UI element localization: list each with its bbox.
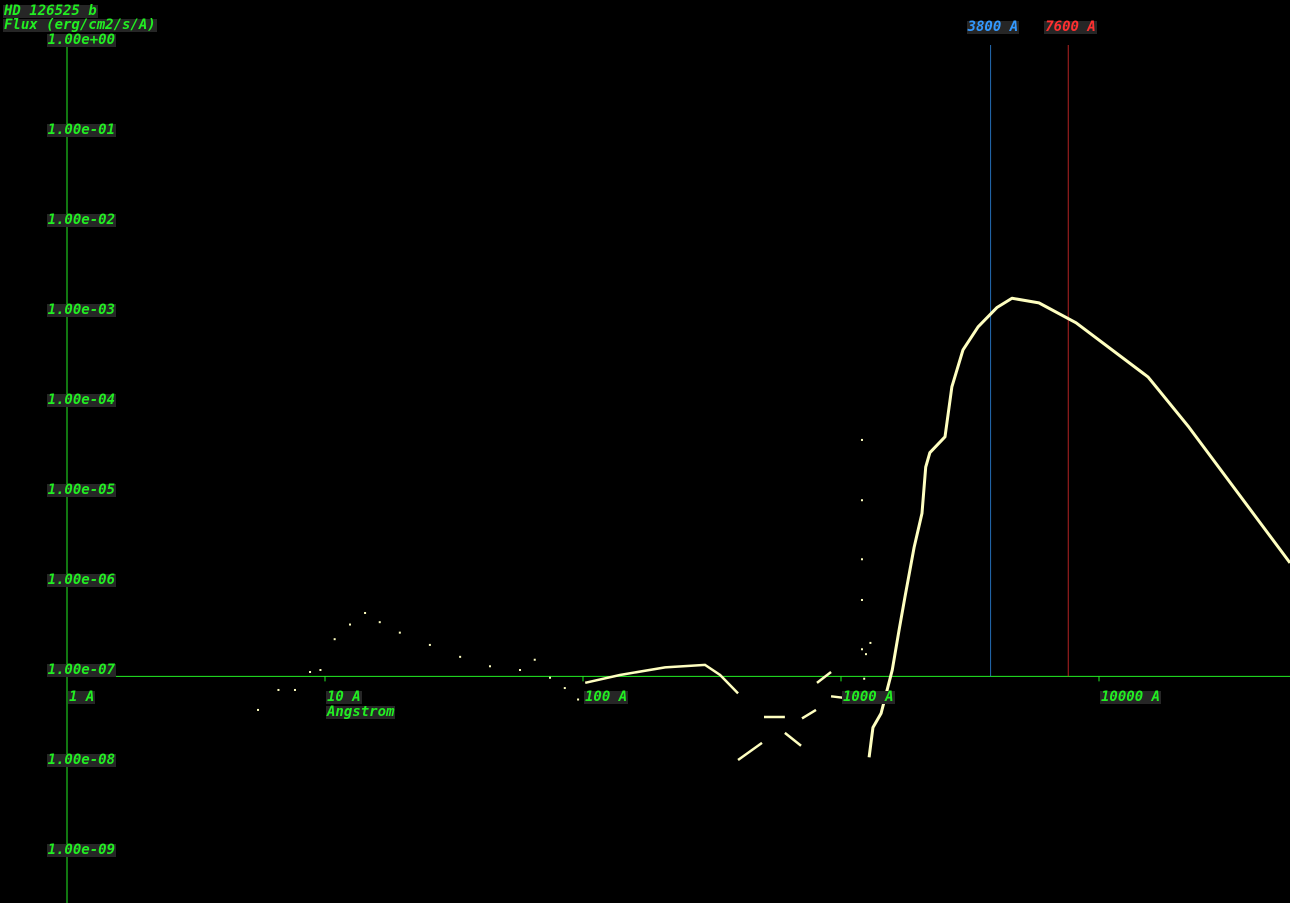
y-tick-label: 1.00e-09 [46, 842, 116, 858]
spectrum-point [860, 598, 863, 601]
spectrum-point [488, 665, 491, 668]
spectrum-point [398, 631, 401, 634]
spectrum-point [257, 708, 260, 711]
spectrum-point [364, 611, 367, 614]
spectrum-point [333, 638, 336, 641]
x-tick-label: 1 A [68, 689, 96, 705]
x-tick-label: 100 A [584, 689, 629, 705]
spectrum-point [860, 648, 863, 651]
spectrum-point [860, 558, 863, 561]
spectrum-point [863, 677, 866, 680]
spectrum-point [577, 698, 580, 701]
spectrum-point [865, 653, 868, 656]
y-tick-label: 1.00e-07 [46, 662, 116, 678]
marker-label-3800: 3800 A [966, 19, 1020, 35]
spectrum-point [378, 621, 381, 624]
y-tick-label: 1.00e-02 [46, 212, 116, 228]
y-tick-label: 1.00e-04 [46, 392, 116, 408]
y-tick-label: 1.00e-03 [46, 302, 116, 318]
y-tick-label: 1.00e-06 [46, 572, 116, 588]
spectrum-point [309, 671, 312, 674]
spectrum-segment [816, 671, 832, 684]
spectrum-point [869, 641, 872, 644]
spectrum-point [549, 676, 552, 679]
x-axis-label: Angstrom [326, 704, 396, 720]
chart-title: HD 126525 b [3, 3, 98, 19]
spectrum-point [860, 438, 863, 441]
spectrum-point [428, 643, 431, 646]
spectrum-point [563, 687, 566, 690]
spectrum-point [349, 623, 352, 626]
spectrum-point [319, 669, 322, 671]
marker-label-7600: 7600 A [1044, 19, 1097, 35]
y-tick-label: 1.00e-08 [46, 752, 116, 768]
x-tick-label: 1000 A [842, 689, 895, 705]
x-tick-label: 10 A [326, 689, 362, 705]
x-tick-label: 10000 A [1100, 689, 1162, 705]
spectrum-segment [784, 731, 802, 747]
y-tick-label: 1.00e-05 [46, 482, 116, 498]
spectrum-segment [801, 708, 817, 720]
spectrum-segment [584, 663, 739, 695]
spectrum-main-curve [867, 296, 1290, 758]
spectrum-point [293, 688, 296, 691]
y-tick-label: 1.00e-01 [46, 122, 116, 138]
spectrum-point [860, 499, 863, 502]
spectrum-point [459, 655, 462, 658]
spectrum-point [533, 658, 536, 661]
spectrum-point [519, 669, 522, 671]
y-tick-label: 1.00e+00 [46, 32, 116, 48]
spectrum-point [277, 688, 280, 691]
y-axis-label: Flux (erg/cm2/s/A) [3, 17, 157, 33]
spectrum-segment [737, 741, 763, 762]
